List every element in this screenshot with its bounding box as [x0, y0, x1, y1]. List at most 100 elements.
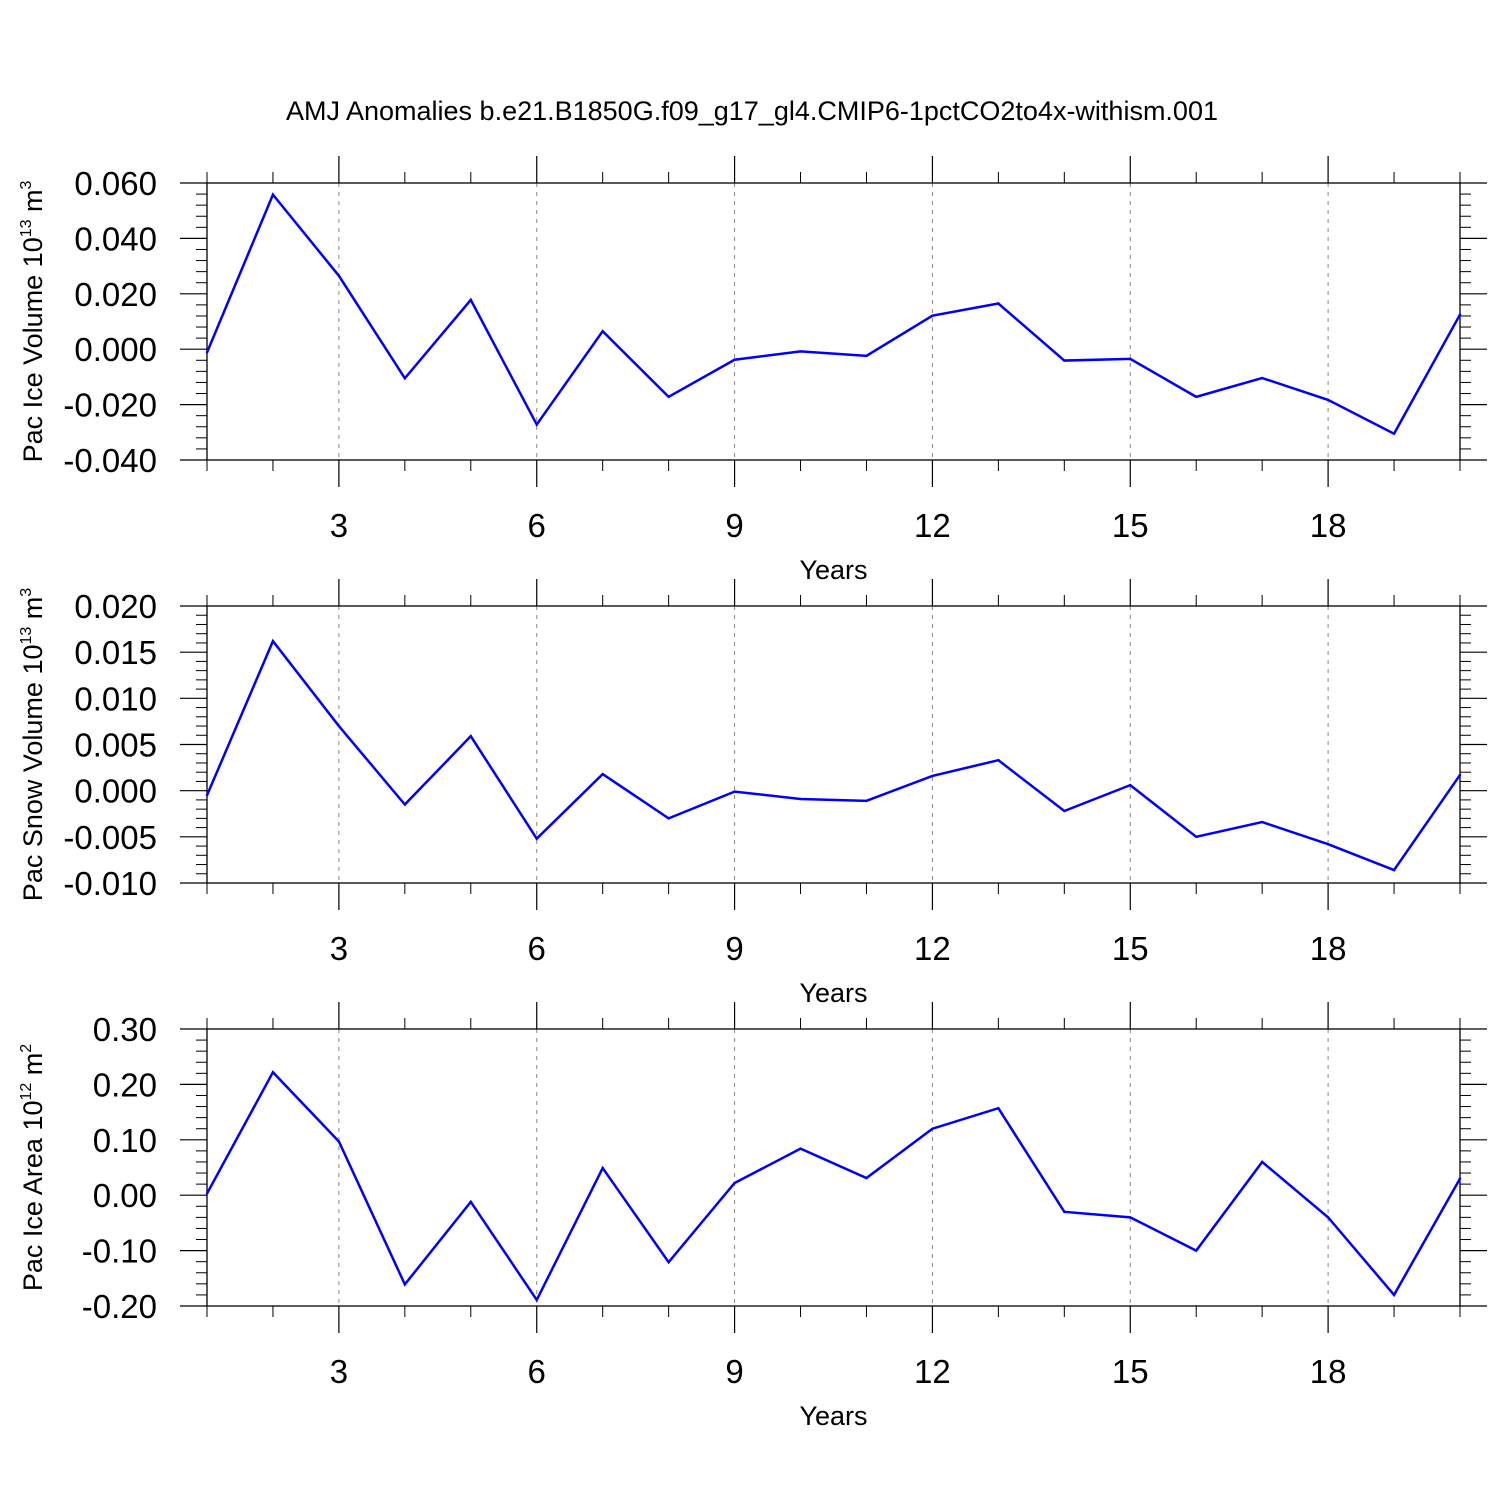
- x-tick-label: 12: [914, 1353, 951, 1390]
- data-point: [337, 724, 341, 728]
- data-point: [1392, 432, 1396, 435]
- data-point: [469, 298, 472, 302]
- x-tick-label: 6: [528, 507, 546, 544]
- data-point: [1326, 398, 1330, 402]
- x-tick-label: 18: [1310, 930, 1347, 967]
- plot-frame: [206, 1028, 1461, 1307]
- data-point: [271, 193, 275, 196]
- chart-panel-1: -0.040 -0.020 0.000 0.020 0.040 0.060 3 6 9 12 15 1…: [18, 156, 1487, 585]
- y-tick-label: 0.000: [74, 773, 157, 810]
- y-tick-label: 0.015: [74, 634, 157, 671]
- data-point: [1063, 1210, 1066, 1214]
- data-point: [601, 329, 604, 333]
- data-point: [997, 302, 1000, 305]
- data-point: [1063, 359, 1066, 362]
- x-tick-label: 18: [1310, 507, 1347, 544]
- data-point: [733, 358, 736, 361]
- x-tick-label: 9: [725, 507, 743, 544]
- data-point: [1458, 773, 1462, 777]
- x-tick-label: 9: [725, 1353, 743, 1390]
- data-point: [535, 1298, 538, 1302]
- x-tick-label: 12: [914, 930, 951, 967]
- data-point: [1260, 1160, 1264, 1164]
- plot-frame: [206, 605, 1461, 884]
- data-point: [205, 351, 209, 354]
- y-tick-label: -0.20: [82, 1288, 157, 1325]
- data-point: [601, 1166, 604, 1170]
- data-point: [733, 790, 736, 793]
- data-point: [271, 1071, 275, 1074]
- data-point: [1260, 820, 1264, 824]
- data-point: [205, 1192, 209, 1195]
- plot-frame: [206, 182, 1461, 461]
- y-tick-label: 0.000: [74, 331, 157, 368]
- series-line: [205, 638, 1462, 872]
- data-point: [403, 1283, 407, 1286]
- chart-panel-3: -0.20 -0.10 0.00 0.10 0.20 0.30 3 6 9 12 15 18 Years…: [18, 1002, 1487, 1431]
- x-tick-label: 18: [1310, 1353, 1347, 1390]
- data-point: [1326, 1216, 1330, 1219]
- data-point: [667, 1261, 670, 1264]
- data-point: [799, 350, 802, 353]
- x-tick-label: 12: [914, 507, 951, 544]
- x-axis-label: Years: [799, 1401, 867, 1431]
- y-axis-label: Pac Snow Volume 1013 m3: [18, 588, 48, 901]
- y-tick-label: 0.020: [74, 276, 157, 313]
- data-point: [1458, 1177, 1462, 1180]
- data-point: [403, 803, 407, 806]
- data-point: [997, 1107, 1000, 1110]
- data-point: [667, 395, 670, 399]
- data-point: [469, 1200, 472, 1204]
- x-tick-label: 6: [528, 930, 546, 967]
- data-point: [931, 314, 934, 317]
- data-point: [535, 423, 538, 426]
- data-point: [1195, 1249, 1198, 1252]
- chart-title: AMJ Anomalies b.e21.B1850G.f09_g17_gl4.C…: [286, 96, 1218, 126]
- data-point: [733, 1181, 736, 1185]
- x-axis-label: Years: [799, 978, 867, 1008]
- x-tick-label: 3: [330, 930, 348, 967]
- chart-panels: -0.040 -0.020 0.000 0.020 0.040 0.060 3 6 9 12 15 1…: [18, 156, 1487, 1431]
- data-point: [799, 797, 802, 801]
- data-point: [403, 377, 407, 380]
- data-point: [865, 1176, 868, 1180]
- x-tick-label: 6: [528, 1353, 546, 1390]
- x-tick-label: 3: [330, 507, 348, 544]
- y-tick-label: 0.040: [74, 220, 157, 257]
- y-tick-label: 0.00: [93, 1177, 157, 1214]
- y-tick-label: 0.005: [74, 727, 157, 764]
- y-tick-label: -0.10: [82, 1233, 157, 1270]
- data-point: [1195, 835, 1198, 839]
- data-point: [865, 354, 868, 358]
- data-point: [1063, 809, 1066, 813]
- data-point: [1129, 783, 1132, 787]
- series-line: [205, 1070, 1462, 1303]
- y-axis-label: Pac Ice Volume 1013 m3: [18, 180, 48, 462]
- data-point: [535, 837, 538, 840]
- data-point: [931, 1127, 934, 1130]
- data-point: [205, 794, 209, 797]
- data-point: [1458, 313, 1462, 316]
- data-point: [1195, 395, 1198, 399]
- y-tick-label: -0.020: [63, 387, 157, 424]
- y-axis-label: Pac Ice Area 1012 m2: [18, 1044, 48, 1291]
- data-point: [799, 1147, 802, 1150]
- data-point: [601, 772, 604, 776]
- data-point: [1392, 1293, 1396, 1297]
- x-tick-label: 9: [725, 930, 743, 967]
- x-tick-label: 3: [330, 1353, 348, 1390]
- y-tick-label: 0.060: [74, 165, 157, 202]
- data-point: [1260, 376, 1264, 380]
- data-point: [1326, 843, 1330, 846]
- data-point: [931, 774, 934, 778]
- data-point: [337, 274, 341, 277]
- data-point: [1129, 357, 1132, 361]
- data-point: [667, 817, 670, 820]
- x-tick-label: 15: [1112, 1353, 1149, 1390]
- data-point: [997, 758, 1000, 762]
- y-tick-label: 0.20: [93, 1066, 157, 1103]
- data-point: [337, 1140, 341, 1143]
- y-tick-label: 0.10: [93, 1122, 157, 1159]
- data-point: [1392, 868, 1396, 872]
